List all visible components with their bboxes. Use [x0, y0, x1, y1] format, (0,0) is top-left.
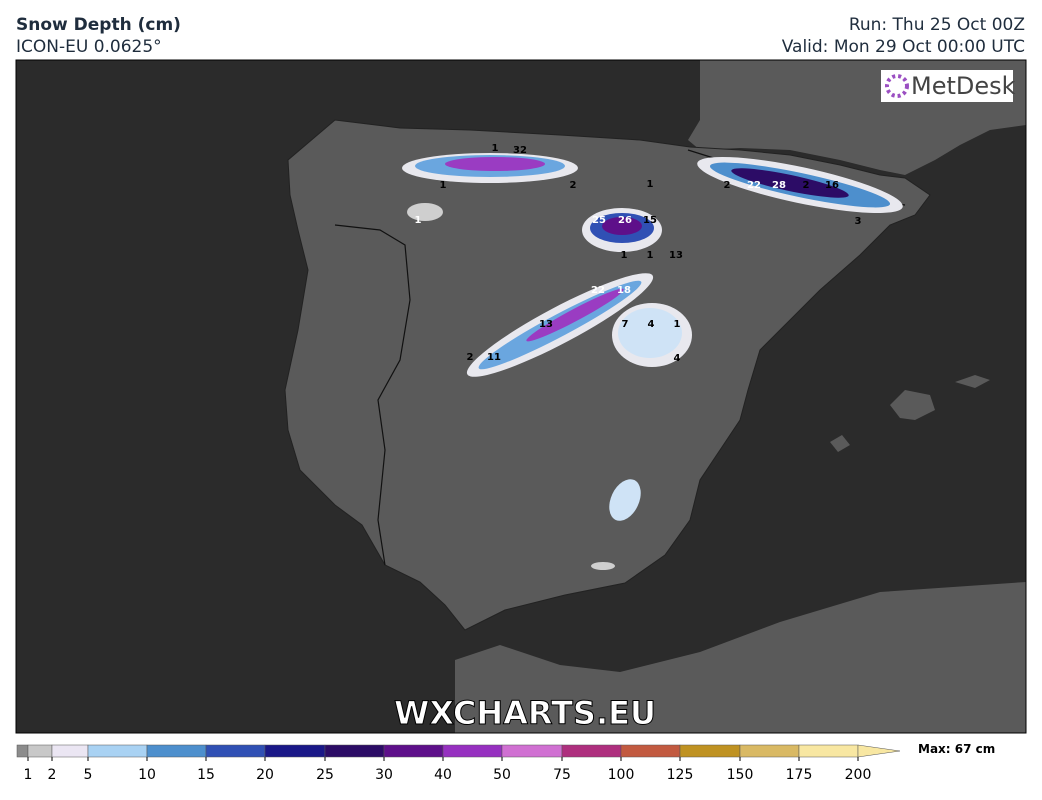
tick-label: 75 [553, 767, 571, 783]
map-label: 1 [440, 180, 447, 191]
map-label: 22 [747, 180, 761, 191]
map-label: 25 [592, 215, 606, 226]
color-box [16, 744, 29, 758]
color-box [620, 744, 681, 758]
tick-label: 40 [434, 767, 452, 783]
menorca [955, 375, 990, 388]
tick-label: 1 [24, 767, 33, 783]
color-box [87, 744, 148, 758]
tick-label: 5 [84, 767, 93, 783]
map-label: 1 [674, 319, 681, 330]
map-label: 13 [669, 250, 683, 261]
map-label: 13 [539, 319, 553, 330]
map-label: 1 [621, 250, 628, 261]
map-label: 7 [622, 319, 629, 330]
mallorca [890, 390, 935, 420]
map-label: 4 [648, 319, 655, 330]
watermark: WXCHARTS.EU [394, 694, 656, 732]
color-box [679, 744, 741, 758]
map-label: 15 [643, 215, 657, 226]
color-box [383, 744, 444, 758]
map-label: 2 [803, 180, 810, 191]
tick-label: 15 [197, 767, 215, 783]
tick-label: 150 [727, 767, 754, 783]
africa [455, 582, 1026, 733]
color-box [51, 744, 89, 758]
map-label: 2 [570, 180, 577, 191]
color-box [205, 744, 266, 758]
color-box [324, 744, 385, 758]
max-value: Max: 67 cm [918, 742, 995, 756]
map-label: 4 [674, 353, 681, 364]
map-label: 2 [724, 180, 731, 191]
logo-icon [885, 74, 909, 98]
ibiza [830, 435, 850, 452]
valid-time: Valid: Mon 29 Oct 00:00 UTC [782, 37, 1025, 57]
map-label: 11 [487, 352, 501, 363]
map-label: 16 [825, 180, 839, 191]
tick-label: 200 [845, 767, 872, 783]
map-label: 22 [591, 285, 605, 296]
map-label: 1 [415, 215, 422, 226]
color-box [264, 744, 326, 758]
color-box [501, 744, 563, 758]
map-label: 18 [617, 285, 631, 296]
tick-label: 125 [667, 767, 694, 783]
run-time: Run: Thu 25 Oct 00Z [849, 15, 1025, 35]
map-label: 1 [647, 250, 654, 261]
map-label: 1 [492, 143, 499, 154]
map-label: 28 [772, 180, 786, 191]
color-box [146, 744, 207, 758]
color-box [739, 744, 800, 758]
tick-label: 25 [316, 767, 334, 783]
snow [402, 153, 903, 570]
tick-label: 30 [375, 767, 393, 783]
tick-label: 10 [138, 767, 156, 783]
color-box [442, 744, 503, 758]
map-label: 32 [513, 145, 527, 156]
model: ICON-EU 0.0625° [16, 37, 162, 57]
map-frame [15, 59, 1027, 734]
color-box [27, 744, 53, 758]
color-box [561, 744, 622, 758]
logo-box [881, 70, 1013, 102]
tick-label: 20 [256, 767, 274, 783]
map-label: 2 [467, 352, 474, 363]
tick-label: 175 [786, 767, 813, 783]
color-arrow [857, 744, 901, 758]
tick-label: 100 [608, 767, 635, 783]
title: Snow Depth (cm) [16, 15, 181, 35]
map-label: 1 [647, 179, 654, 190]
iberia [284, 119, 931, 631]
map-label: 3 [855, 216, 862, 227]
color-box [798, 744, 859, 758]
tick-label: 2 [48, 767, 57, 783]
tick-label: 50 [493, 767, 511, 783]
legend: 1 2 5 10 15 20 25 30 40 50 75 100 125 150 175 200 [16, 744, 901, 783]
map-label: 26 [618, 215, 632, 226]
logo: MetDesk [911, 72, 1016, 100]
